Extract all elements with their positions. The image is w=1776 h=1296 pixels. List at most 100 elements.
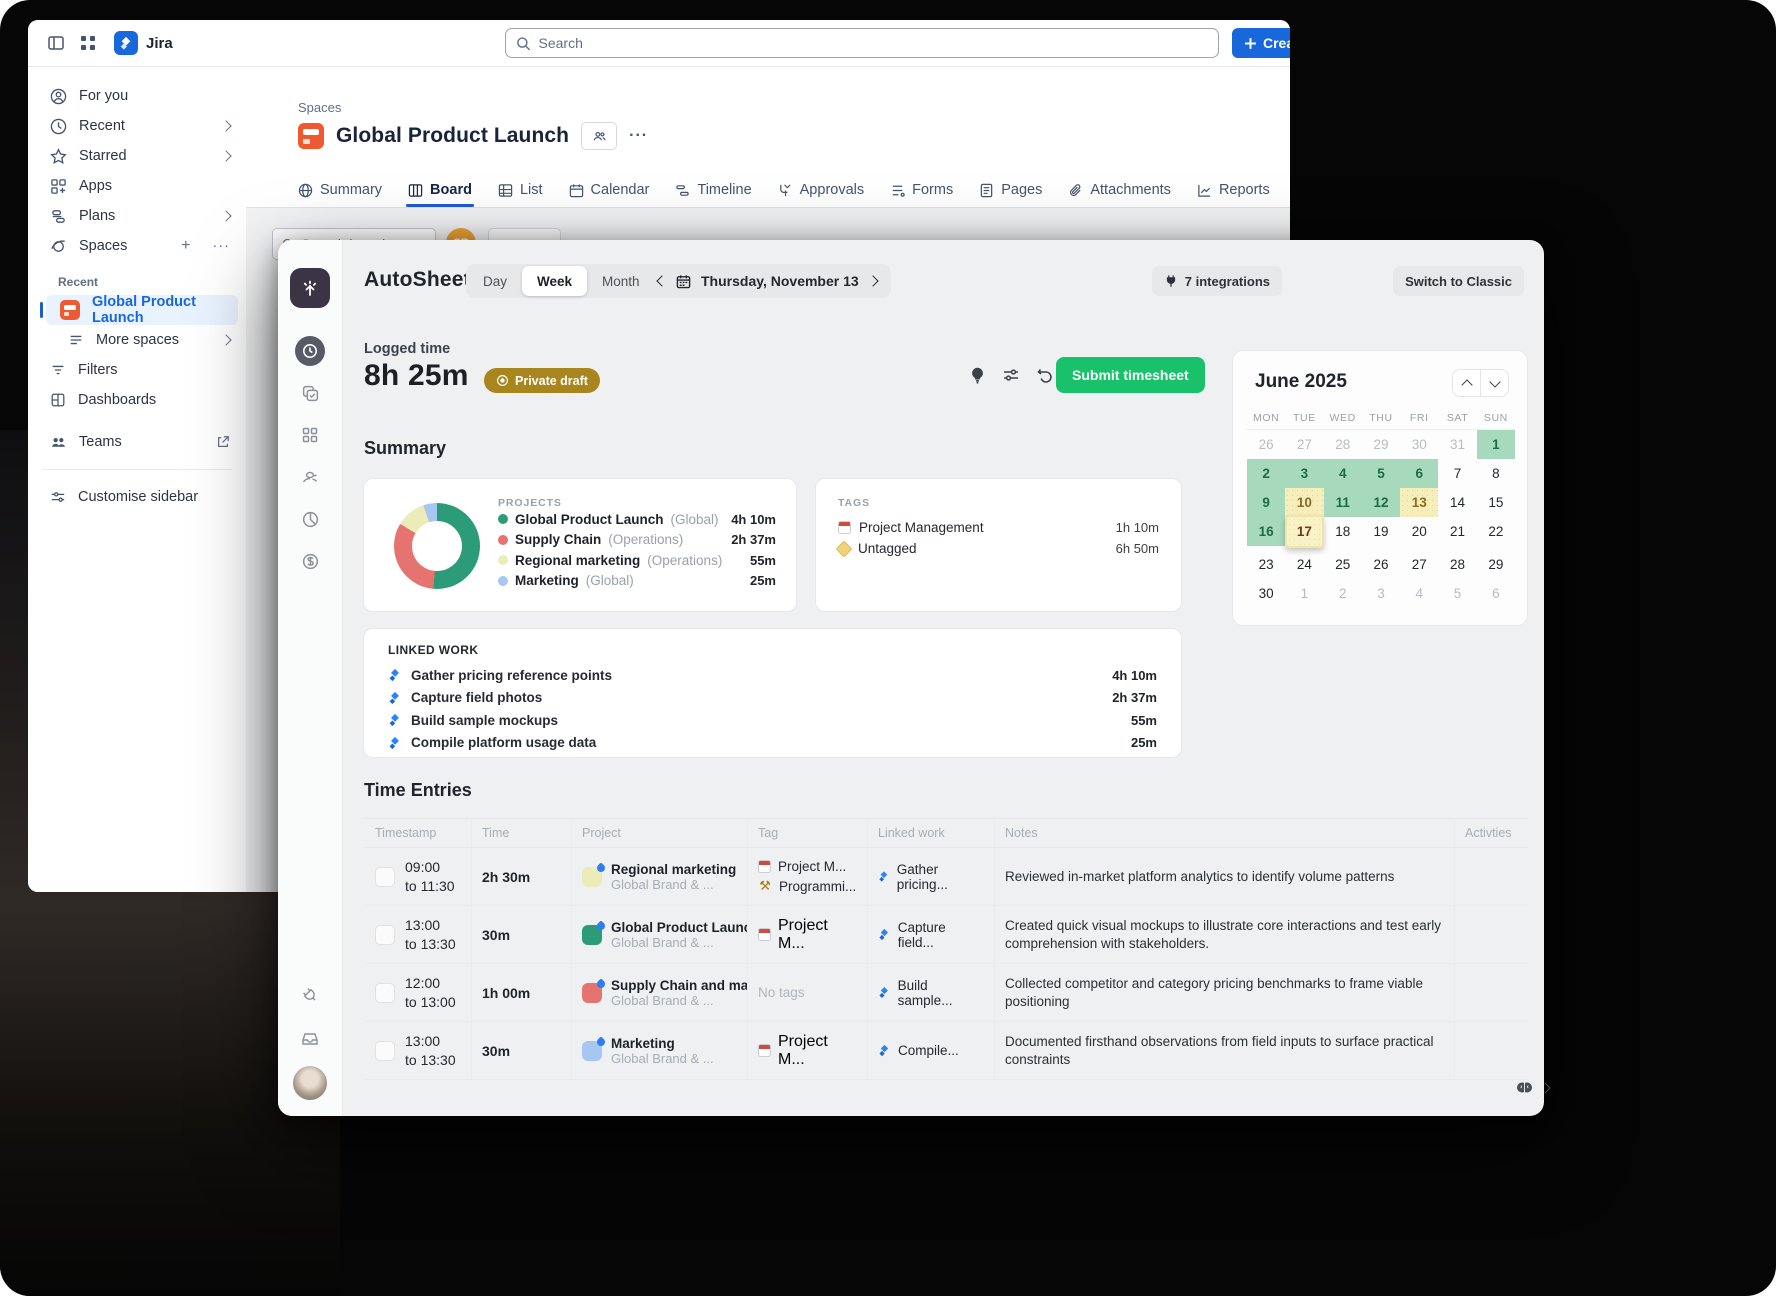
view-month[interactable]: Month — [602, 273, 640, 289]
create-button[interactable]: Create — [1232, 28, 1290, 58]
calendar-day[interactable]: 21 — [1450, 524, 1466, 539]
calendar-day[interactable]: 3 — [1285, 459, 1324, 488]
calendar-day[interactable]: 3 — [1377, 586, 1385, 601]
calendar-day[interactable]: 14 — [1450, 495, 1466, 510]
sidebar-item-customise[interactable]: Customise sidebar — [36, 482, 238, 512]
calendar-day[interactable]: 28 — [1335, 437, 1351, 452]
calendar-day[interactable]: 13 — [1400, 488, 1439, 517]
linked-work-item[interactable]: Gather pricing reference points 4h 10m — [388, 664, 1157, 687]
calendar-day[interactable]: 5 — [1453, 586, 1462, 601]
view-week[interactable]: Week — [522, 266, 588, 296]
calendar-day[interactable]: 30 — [1258, 586, 1274, 601]
space-members-button[interactable] — [581, 122, 618, 150]
collapse-sidebar-icon[interactable] — [40, 27, 72, 59]
calendar-day[interactable]: 25 — [1335, 557, 1351, 572]
settings-sliders-icon[interactable] — [1000, 364, 1022, 386]
ai-assistant-handle[interactable] — [1516, 1080, 1551, 1095]
calendar-day[interactable]: 1 — [1300, 586, 1309, 601]
sidebar-item-teams[interactable]: Teams — [36, 427, 238, 457]
calendar-day[interactable]: 18 — [1335, 524, 1351, 539]
rail-billing-icon[interactable] — [295, 546, 325, 576]
calendar-day[interactable]: 30 — [1411, 437, 1427, 452]
table-row[interactable]: 12:00 to 13:00 1h 00m Supply Chain and ma… — [365, 964, 1528, 1022]
tab-approvals[interactable]: Approvals — [778, 173, 864, 207]
calendar-day[interactable]: 23 — [1258, 557, 1274, 572]
table-row[interactable]: 13:00 to 13:30 30m Marketing Global Brand … — [365, 1022, 1528, 1080]
calendar-day[interactable]: 27 — [1296, 437, 1312, 452]
calendar-day[interactable]: 22 — [1488, 524, 1504, 539]
calendar-next-button[interactable] — [1480, 370, 1508, 396]
table-row[interactable]: 09:00 to 11:30 2h 30m Regional marketing G… — [365, 848, 1528, 906]
add-space-icon[interactable]: + — [181, 237, 191, 254]
calendar-day[interactable]: 27 — [1411, 557, 1427, 572]
rail-tasks-icon[interactable] — [295, 378, 325, 408]
calendar-day[interactable]: 4 — [1323, 459, 1362, 488]
sidebar-item-more-spaces[interactable]: More spaces — [54, 325, 238, 355]
calendar-day[interactable]: 9 — [1247, 488, 1286, 517]
sidebar-item-apps[interactable]: Apps — [36, 171, 238, 201]
tab-forms[interactable]: Forms — [890, 173, 953, 207]
row-checkbox[interactable] — [375, 982, 395, 1003]
rail-reports-icon[interactable] — [295, 504, 325, 534]
calendar-day[interactable]: 11 — [1323, 488, 1362, 517]
calendar-day[interactable]: 2 — [1247, 459, 1286, 488]
linked-work-item[interactable]: Build sample mockups 55m — [388, 709, 1157, 732]
calendar-day[interactable]: 4 — [1415, 586, 1424, 601]
calendar-day[interactable]: 10 — [1285, 488, 1324, 517]
submit-timesheet-button[interactable]: Submit timesheet — [1056, 357, 1205, 393]
more-actions-icon[interactable]: ··· — [629, 127, 649, 144]
calendar-day[interactable]: 6 — [1492, 586, 1500, 601]
sidebar-item-plans[interactable]: Plans — [36, 201, 238, 231]
calendar-day[interactable]: 1 — [1476, 430, 1515, 459]
sidebar-item-for-you[interactable]: For you — [36, 81, 238, 111]
sidebar-item-recent[interactable]: Recent — [36, 111, 238, 141]
linked-work-item[interactable]: Compile platform usage data 25m — [388, 732, 1157, 755]
calendar-day[interactable]: 7 — [1453, 466, 1462, 481]
rail-people-icon[interactable] — [295, 462, 325, 492]
sidebar-item-starred[interactable]: Starred — [36, 141, 238, 171]
tab-pages[interactable]: Pages — [979, 173, 1042, 207]
calendar-day[interactable]: 16 — [1247, 517, 1286, 546]
calendar-day[interactable]: 5 — [1361, 459, 1401, 488]
linked-work-item[interactable]: Capture field photos 2h 37m — [388, 687, 1157, 710]
table-row[interactable]: 13:00 to 13:30 30m Global Product Launch G… — [365, 906, 1528, 964]
tab-attachments[interactable]: Attachments — [1068, 173, 1171, 207]
date-label[interactable]: Thursday, November 13 — [701, 273, 859, 289]
calendar-day[interactable]: 19 — [1373, 524, 1389, 539]
calendar-day[interactable]: 26 — [1258, 437, 1274, 452]
tab-list[interactable]: List — [498, 173, 543, 207]
sidebar-item-current-space[interactable]: Global Product Launch — [40, 294, 238, 326]
app-switcher-icon[interactable] — [72, 27, 104, 59]
tab-timeline[interactable]: Timeline — [675, 173, 752, 207]
next-day-icon[interactable] — [867, 275, 879, 287]
sidebar-item-filters[interactable]: Filters — [36, 355, 238, 385]
rail-integrations-icon[interactable] — [295, 980, 325, 1010]
tab-reports[interactable]: Reports — [1197, 173, 1270, 207]
more-options-icon[interactable]: ··· — [212, 238, 230, 254]
calendar-day[interactable]: 12 — [1361, 488, 1401, 517]
rail-inbox-icon[interactable] — [295, 1024, 325, 1054]
calendar-day[interactable]: 24 — [1296, 557, 1312, 572]
row-checkbox[interactable] — [375, 866, 395, 887]
breadcrumb[interactable]: Spaces — [298, 100, 342, 115]
calendar-prev-button[interactable] — [1453, 370, 1480, 396]
tab-calendar[interactable]: Calendar — [569, 173, 649, 207]
row-checkbox[interactable] — [375, 1040, 395, 1061]
calendar-day[interactable]: 29 — [1488, 557, 1504, 572]
switch-to-classic-button[interactable]: Switch to Classic — [1393, 266, 1524, 296]
calendar-day[interactable]: 2 — [1338, 586, 1347, 601]
calendar-day[interactable]: 6 — [1400, 459, 1439, 488]
jira-logo-icon[interactable] — [114, 31, 138, 55]
global-search[interactable] — [505, 28, 1219, 58]
calendar-day[interactable]: 17 — [1285, 515, 1324, 548]
tab-summary[interactable]: Summary — [298, 173, 382, 207]
tips-bulb-icon[interactable] — [966, 364, 988, 386]
tab-board[interactable]: Board — [406, 173, 474, 207]
autosheet-logo-icon[interactable] — [290, 268, 330, 308]
calendar-day[interactable]: 15 — [1488, 495, 1504, 510]
rail-time-icon[interactable] — [295, 336, 325, 366]
calendar-day[interactable]: 8 — [1492, 466, 1500, 481]
calendar-day[interactable]: 26 — [1373, 557, 1389, 572]
global-search-input[interactable] — [538, 35, 1208, 51]
integrations-button[interactable]: 7 integrations — [1151, 266, 1282, 296]
